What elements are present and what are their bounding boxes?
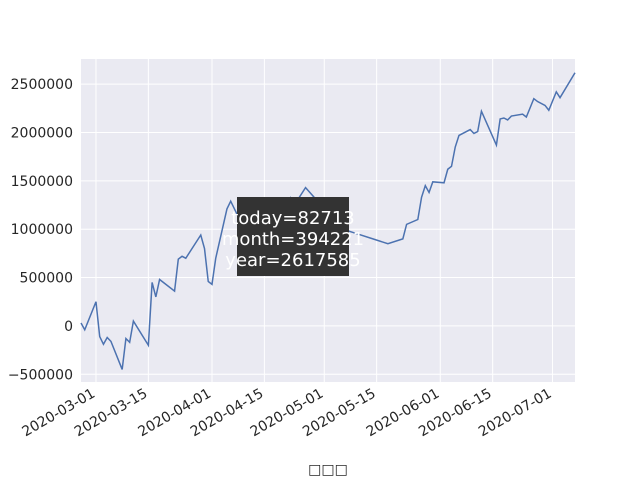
tooltip-text: today=82713 bbox=[231, 208, 355, 229]
y-tick-label: 1000000 bbox=[11, 222, 73, 238]
y-tick-label: −500000 bbox=[8, 367, 73, 383]
y-tick-label: 2500000 bbox=[11, 77, 73, 93]
tooltip-text: month=394221 bbox=[222, 229, 364, 250]
tooltip-text: year=2617585 bbox=[225, 250, 360, 271]
tooltip-box bbox=[237, 197, 349, 276]
y-tick-label: 0 bbox=[64, 319, 73, 335]
y-tick-label: 2000000 bbox=[11, 125, 73, 141]
y-tick-label: 500000 bbox=[20, 271, 73, 287]
y-tick-label: 1500000 bbox=[11, 174, 73, 190]
x-axis-label: □□□ bbox=[308, 462, 348, 478]
